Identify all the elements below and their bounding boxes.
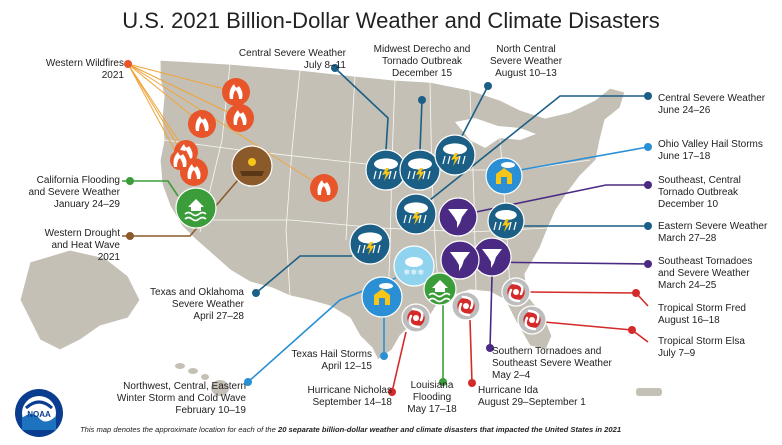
hail-icon — [361, 276, 403, 318]
label-texas-oklahoma: Texas and Oklahoma Severe Weather April 27… — [150, 287, 244, 322]
tropical-icon — [501, 277, 531, 307]
callout-dot — [244, 378, 252, 386]
label-hurricane-ida: Hurricane Ida August 29–September 1 — [478, 385, 586, 408]
svg-text:❄: ❄ — [404, 268, 411, 277]
svg-text:❄: ❄ — [411, 268, 418, 277]
drought-icon — [231, 145, 273, 187]
callout-dot — [126, 232, 134, 240]
severe-icon — [487, 202, 525, 240]
connector-line — [489, 275, 493, 349]
connector-line — [127, 63, 325, 189]
label-eastern-severe: Eastern Severe Weather March 27–28 — [658, 221, 768, 244]
puerto-rico-landmass — [636, 388, 662, 396]
wildfire-icon — [222, 78, 250, 106]
label-north-central-severe: North Central Severe Weather August 10–13 — [489, 44, 563, 79]
connector-line — [475, 184, 648, 213]
connector-line — [334, 67, 389, 151]
label-central-severe-jul: Central Severe Weather July 8–11 — [238, 48, 346, 71]
wildfire-icon — [188, 110, 216, 138]
tornado-icon — [440, 240, 480, 280]
label-southeast-tornadoes: Southeast Tornadoes and Severe Weather Mar… — [658, 256, 753, 291]
wildfire-icon — [226, 104, 254, 132]
callout-dot — [252, 289, 260, 297]
callout-dot — [486, 344, 494, 352]
callout-lines — [122, 60, 652, 396]
flood-icon — [423, 272, 457, 306]
callout-dot — [644, 181, 652, 189]
wildfire-icon — [310, 174, 338, 202]
callout-dot — [644, 143, 652, 151]
callout-dot — [484, 82, 492, 90]
callout-dot — [418, 96, 426, 104]
callout-dot — [468, 379, 476, 387]
connector-line — [127, 63, 181, 161]
callout-dot — [388, 388, 396, 396]
callout-dot — [126, 177, 134, 185]
label-central-severe-jun: Central Severe Weather June 24–26 — [658, 93, 766, 116]
connector-line — [461, 85, 489, 137]
label-southeast-central-tornado: Southeast, Central Tornado Outbreak Decemb… — [658, 175, 741, 210]
label-southern-tornadoes: Southern Tornadoes and Southeast Severe W… — [492, 346, 612, 381]
label-tropical-elsa: Tropical Storm Elsa July 7–9 — [658, 336, 745, 359]
tornado-icon — [438, 197, 478, 237]
hawaii-islands — [175, 363, 229, 396]
footnote: This map denotes the approximate locatio… — [80, 425, 622, 434]
label-texas-hail: Texas Hail Storms April 12–15 — [291, 349, 372, 372]
connector-line — [391, 331, 407, 393]
svg-text:NOAA: NOAA — [27, 410, 51, 419]
callout-dot — [632, 289, 640, 297]
flood-icon — [175, 187, 217, 229]
connector-line — [122, 179, 239, 237]
label-midwest-derecho: Midwest Derecho and Tornado Outbreak Decem… — [373, 44, 471, 79]
event-icons: ❄ ❄ ❄ — [170, 78, 547, 335]
connector-line — [122, 180, 179, 197]
tornado-icon — [472, 237, 512, 277]
tropical-icon — [517, 305, 547, 335]
connector-line — [127, 63, 203, 125]
connector-line — [527, 291, 649, 307]
severe-icon — [349, 223, 391, 265]
label-western-wildfires: Western Wildfires 2021 — [45, 58, 124, 81]
severe-icon — [365, 149, 407, 191]
great-lakes — [455, 118, 536, 148]
callout-dot — [644, 222, 652, 230]
wildfire-icon — [170, 150, 190, 170]
callout-dot — [644, 92, 652, 100]
tropical-icon — [401, 303, 431, 333]
hail-icon — [485, 157, 523, 195]
label-hurricane-nicholas: Hurricane Nicholas September 14–18 — [307, 385, 392, 408]
callout-dot — [628, 326, 636, 334]
connector-line — [469, 319, 473, 384]
winter-icon: ❄ ❄ ❄ — [393, 245, 435, 287]
callout-dot — [380, 352, 388, 360]
label-tropical-fred: Tropical Storm Fred August 16–18 — [658, 303, 746, 326]
connector-line — [127, 63, 241, 119]
label-winter-storm: Northwest, Central, Eastern Winter Storm … — [116, 381, 246, 416]
map-title: U.S. 2021 Billion-Dollar Weather and Cli… — [122, 8, 660, 33]
connector-line — [419, 99, 423, 151]
callout-dot — [439, 378, 447, 386]
connector-line — [255, 255, 352, 294]
severe-icon — [395, 193, 437, 235]
label-california-flooding: California Flooding and Severe Weather Jan… — [28, 175, 120, 210]
noaa-logo: NOAA — [14, 388, 64, 438]
connector-line — [429, 95, 648, 201]
callout-dot — [644, 260, 652, 268]
svg-text:❄: ❄ — [418, 268, 425, 277]
label-louisiana-flooding: Louisiana Flooding May 17–18 — [407, 380, 457, 415]
connector-line — [519, 146, 649, 171]
connector-line — [127, 63, 237, 93]
callout-dot — [124, 60, 132, 68]
severe-icon — [434, 134, 476, 176]
severe-icon — [399, 149, 441, 191]
connector-line — [127, 63, 187, 153]
label-western-drought: Western Drought and Heat Wave 2021 — [44, 228, 120, 263]
label-ohio-valley-hail: Ohio Valley Hail Storms June 17–18 — [658, 139, 763, 162]
callout-dot — [331, 64, 339, 72]
alaska-landmass — [19, 249, 141, 351]
tropical-icon — [451, 291, 481, 321]
